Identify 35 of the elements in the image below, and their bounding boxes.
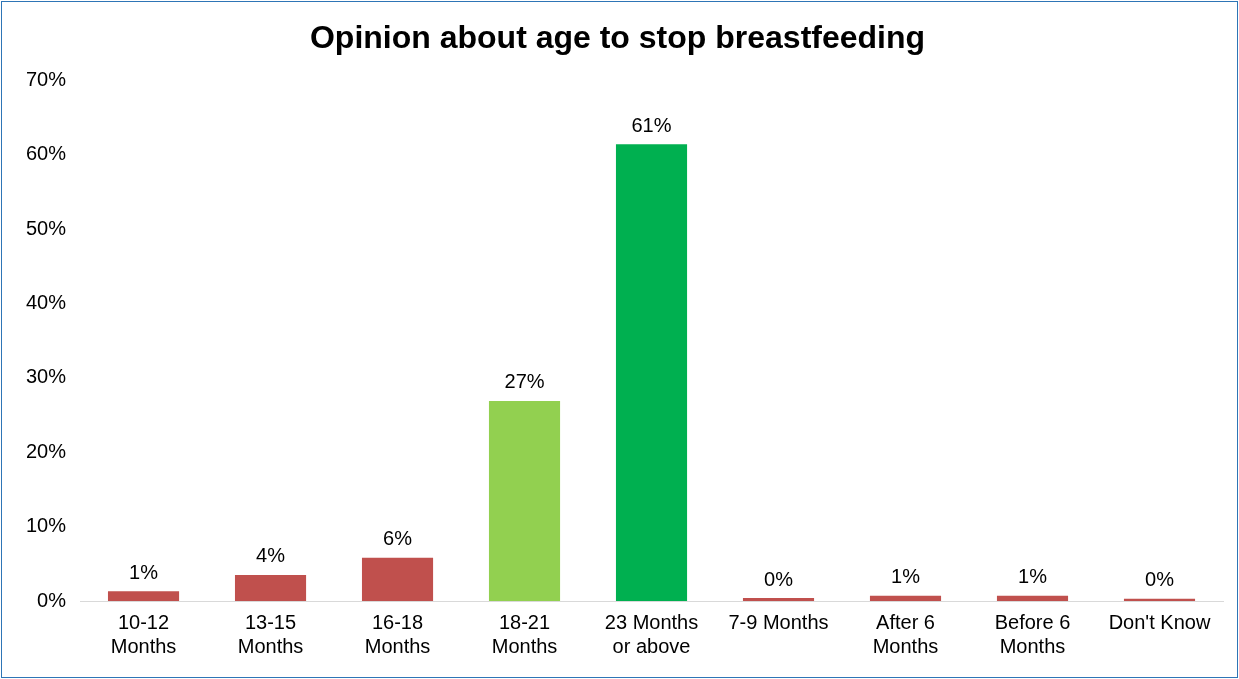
data-label: 1% [1018, 565, 1048, 588]
y-tick-label: 60% [26, 142, 67, 165]
data-label: 6% [383, 527, 413, 550]
y-tick-label: 40% [26, 291, 67, 314]
data-label: 4% [256, 544, 286, 567]
y-tick-label: 10% [26, 514, 67, 537]
y-tick-label: 50% [26, 216, 67, 239]
bar [107, 591, 180, 601]
chart-title: Opinion about age to stop breastfeeding [309, 19, 926, 56]
data-label: 0% [764, 567, 794, 590]
data-label: 61% [631, 113, 672, 136]
x-tick-label: 18-21 Months [491, 610, 558, 657]
bar [615, 144, 688, 601]
y-tick-label: 20% [26, 439, 67, 462]
data-label: 1% [891, 565, 921, 588]
data-label: 1% [129, 560, 159, 583]
bar [996, 595, 1069, 601]
x-tick-label: 23 Months or above [604, 610, 699, 657]
x-tick-label: 13-15 Months [237, 610, 304, 657]
x-tick-label: 16-18 Months [364, 610, 431, 657]
bar [488, 400, 561, 601]
bar [361, 557, 434, 601]
data-label: 0% [1145, 568, 1175, 591]
x-tick-label: 10-12 Months [110, 610, 177, 657]
bar [742, 598, 815, 601]
x-tick-label: After 6 Months [872, 610, 939, 657]
x-tick-label: Don't Know [1108, 610, 1211, 633]
bar [869, 595, 942, 601]
x-tick-label: 7-9 Months [728, 610, 829, 633]
bar [234, 574, 307, 601]
y-tick-label: 70% [26, 67, 67, 90]
x-tick-label: Before 6 Months [994, 610, 1071, 657]
y-tick-label: 0% [37, 588, 67, 611]
data-label: 27% [504, 370, 545, 393]
y-tick-label: 30% [26, 365, 67, 388]
